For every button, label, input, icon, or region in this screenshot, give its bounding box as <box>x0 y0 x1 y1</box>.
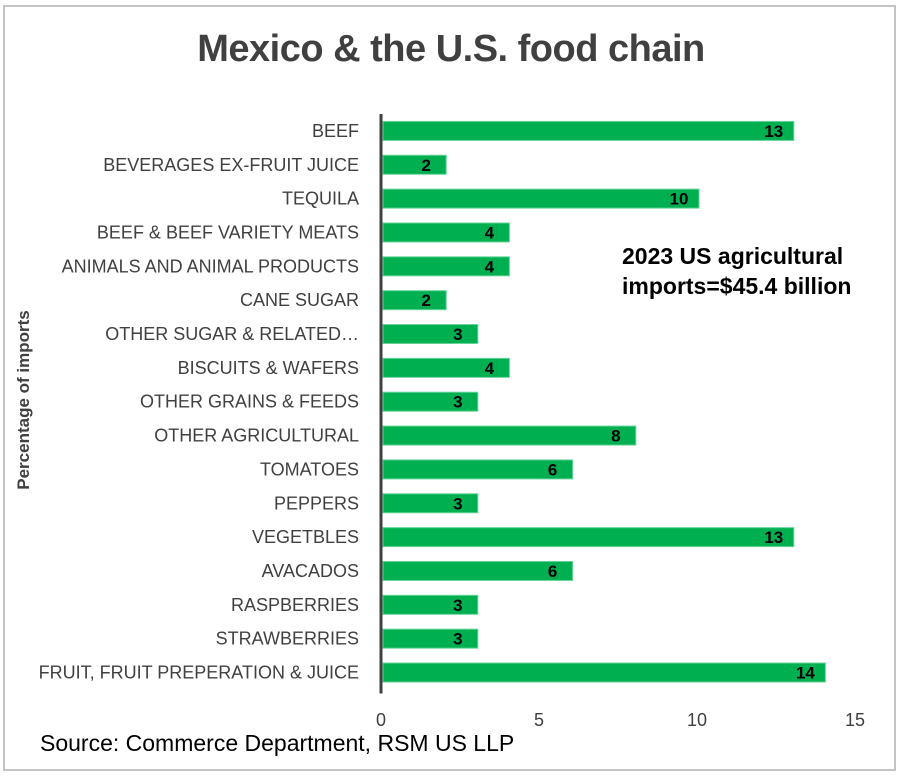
bar <box>382 120 795 141</box>
bar <box>382 222 510 243</box>
category-label: RASPBERRIES <box>231 595 359 615</box>
category-label: AVACADOS <box>262 561 359 581</box>
data-label: 4 <box>485 223 495 242</box>
bar <box>382 560 574 581</box>
bar <box>382 357 510 378</box>
annotation-line-1: 2023 US agricultural <box>622 243 844 269</box>
data-label: 8 <box>611 427 620 446</box>
category-label: OTHER AGRICULTURAL <box>154 426 359 446</box>
category-label: PEPPERS <box>274 493 359 513</box>
data-label: 6 <box>548 562 557 581</box>
data-label: 14 <box>796 664 815 683</box>
bar <box>382 459 574 480</box>
category-label: BEEF <box>312 121 359 141</box>
category-label: CANE SUGAR <box>240 290 359 310</box>
bar <box>382 527 795 548</box>
data-label: 10 <box>670 190 689 209</box>
data-label: 6 <box>548 460 557 479</box>
category-label: BISCUITS & WAFERS <box>178 358 359 378</box>
bar <box>382 188 700 209</box>
data-label: 3 <box>453 393 462 412</box>
chart-title: Mexico & the U.S. food chain <box>197 28 705 70</box>
category-label: TOMATOES <box>260 459 359 479</box>
data-label: 4 <box>485 359 495 378</box>
bar <box>382 256 510 277</box>
data-label: 13 <box>764 528 783 547</box>
bar <box>382 154 447 175</box>
category-label: BEEF & BEEF VARIETY MEATS <box>97 222 359 242</box>
data-label: 2 <box>421 291 430 310</box>
data-label: 3 <box>453 596 462 615</box>
category-label: BEVERAGES EX-FRUIT JUICE <box>103 155 359 175</box>
category-label: OTHER GRAINS & FEEDS <box>140 392 359 412</box>
bar <box>382 493 479 514</box>
category-label: STRAWBERRIES <box>216 629 359 649</box>
category-label: OTHER SUGAR & RELATED… <box>105 324 359 344</box>
x-tick-label: 5 <box>534 710 544 730</box>
bar <box>382 290 447 311</box>
category-label: ANIMALS AND ANIMAL PRODUCTS <box>62 256 359 276</box>
bar <box>382 662 826 683</box>
data-label: 4 <box>485 257 495 276</box>
bar <box>382 594 479 615</box>
source-note: Source: Commerce Department, RSM US LLP <box>40 730 515 756</box>
category-label: FRUIT, FRUIT PREPERATION & JUICE <box>39 663 359 683</box>
bar <box>382 628 479 649</box>
annotation: 2023 US agricultural imports=$45.4 billi… <box>622 241 851 301</box>
annotation-line-2: imports=$45.4 billion <box>622 273 852 299</box>
bar <box>382 391 479 412</box>
x-tick-label: 0 <box>376 710 386 730</box>
category-label: VEGETBLES <box>252 527 359 547</box>
data-label: 3 <box>453 325 462 344</box>
data-label: 13 <box>764 122 783 141</box>
bar <box>382 324 479 345</box>
bar <box>382 425 637 446</box>
data-label: 2 <box>421 156 430 175</box>
data-label: 3 <box>453 630 462 649</box>
category-label: TEQUILA <box>282 189 359 209</box>
x-tick-label: 10 <box>687 710 707 730</box>
data-label: 3 <box>453 494 462 513</box>
x-tick-label: 15 <box>845 710 865 730</box>
